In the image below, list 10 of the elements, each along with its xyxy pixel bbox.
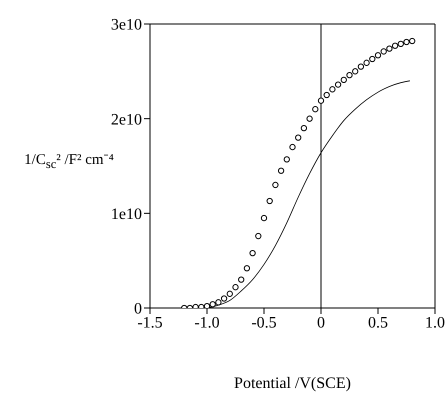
y-axis-title: 1/C$_{sc}$² /F² cm⁻⁴ [23, 151, 115, 172]
y-tick-label: 1e10 [110, 206, 142, 224]
x-tick-label: -0.5 [251, 314, 277, 332]
x-axis-title: Potential /V(SCE) [234, 375, 351, 392]
x-tick-label: -1.0 [194, 314, 220, 332]
y-tick-label: 3e10 [110, 16, 142, 34]
x-tick-label: 0.5 [368, 314, 388, 332]
y-tick-label: 2e10 [110, 111, 142, 128]
x-tick-label: 0 [317, 314, 325, 332]
x-tick-label: 1.0 [425, 314, 445, 332]
